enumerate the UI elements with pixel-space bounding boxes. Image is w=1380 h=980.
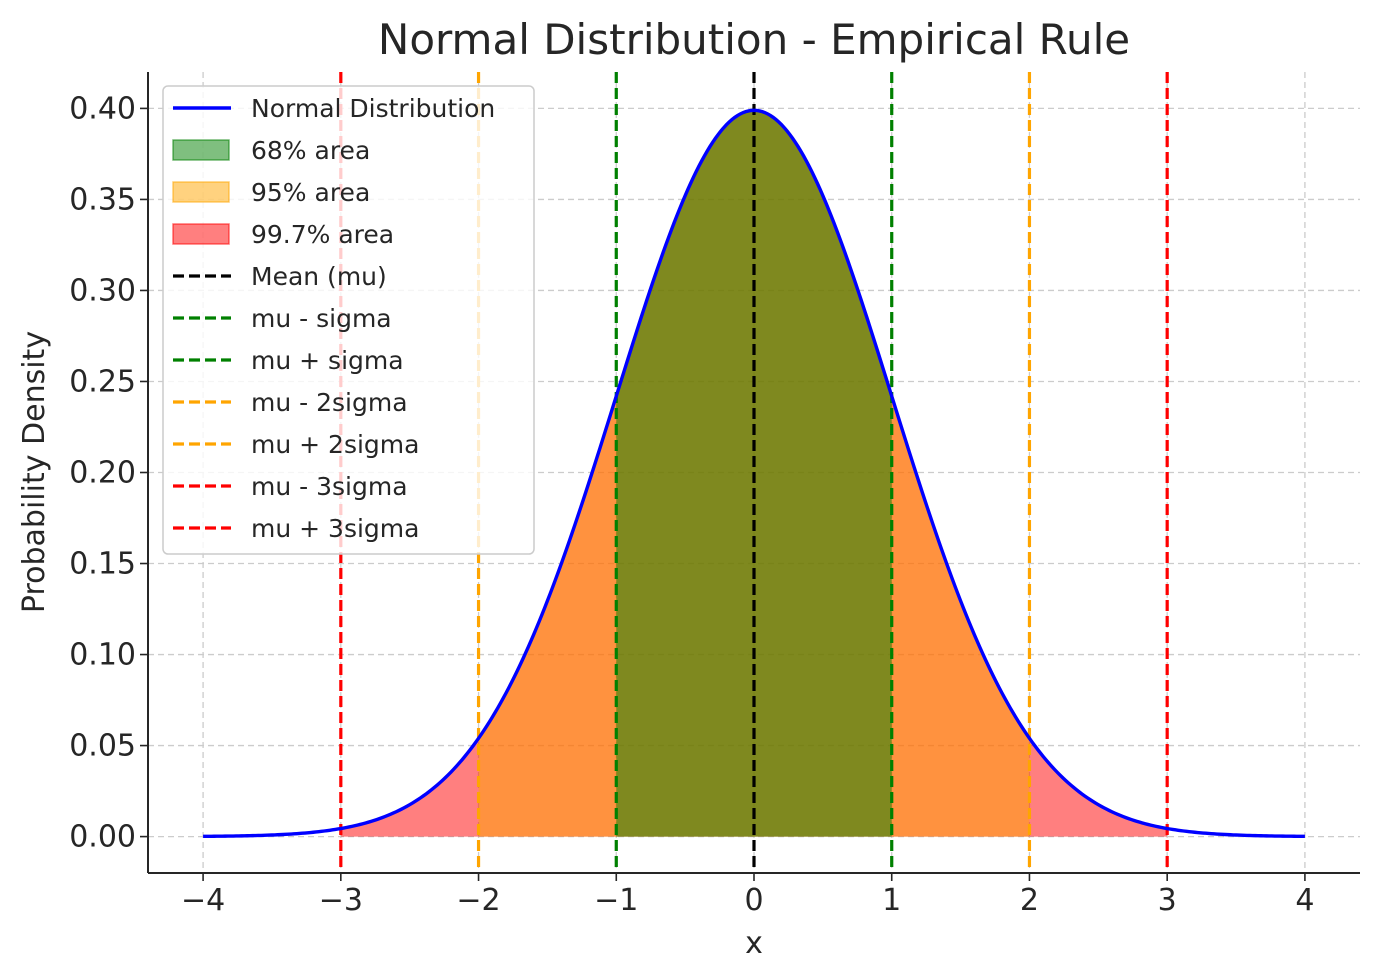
y-tick-label: 0.20 [69, 456, 136, 491]
legend-item: mu - 2sigma [173, 388, 408, 417]
curve-layer [203, 108, 1305, 839]
chart-title: Normal Distribution - Empirical Rule [378, 15, 1130, 64]
legend-label: mu + 3sigma [251, 514, 419, 543]
legend-item: mu + 3sigma [173, 514, 419, 543]
x-tick-label: 4 [1295, 883, 1314, 918]
x-tick-label: −4 [181, 883, 225, 918]
x-tick-label: 1 [882, 883, 901, 918]
y-tick-label: 0.35 [69, 182, 136, 217]
legend-item: mu - 3sigma [173, 472, 408, 501]
y-tick-label: 0.40 [69, 91, 136, 126]
y-tick-label: 0.15 [69, 547, 136, 582]
legend-swatch-patch [172, 223, 230, 245]
x-tick-label: 0 [744, 883, 763, 918]
y-axis-label: Probability Density [17, 331, 52, 613]
y-tick-label: 0.25 [69, 364, 136, 399]
x-tick-label: −1 [594, 883, 638, 918]
y-tick-label: 0.10 [69, 638, 136, 673]
x-tick-label: −3 [319, 883, 363, 918]
legend-label: 68% area [251, 136, 370, 165]
x-tick-label: 3 [1158, 883, 1177, 918]
x-tick-label: 2 [1020, 883, 1039, 918]
legend-item: Normal Distribution [173, 94, 495, 123]
legend-label: mu + sigma [251, 346, 404, 375]
legend-label: mu + 2sigma [251, 430, 419, 459]
legend-label: Normal Distribution [251, 94, 495, 123]
legend-label: mu - 2sigma [251, 388, 408, 417]
legend-swatch-patch [172, 139, 230, 161]
y-tick-label: 0.30 [69, 273, 136, 308]
x-axis-label: x [745, 926, 763, 961]
legend-label: mu - 3sigma [251, 472, 408, 501]
legend-swatch-patch [172, 181, 230, 203]
pdf-curve [203, 108, 1305, 839]
legend-item: Mean (mu) [173, 262, 387, 291]
legend-item: mu - sigma [173, 304, 392, 333]
legend-label: 99.7% area [251, 220, 394, 249]
legend-item: 99.7% area [172, 220, 394, 249]
y-tick-label: 0.05 [69, 729, 136, 764]
legend-item: mu + 2sigma [173, 430, 419, 459]
y-tick-label: 0.00 [69, 820, 136, 855]
axes-layer: −4 −3 −2 −1 0 1 2 3 4 0.00 0.05 0.10 0.15 0.20 0.25 0.3… [69, 72, 1360, 918]
x-tick-label: −2 [456, 883, 500, 918]
legend-box [162, 85, 535, 555]
legend-item: 95% area [172, 178, 370, 207]
legend-item: 68% area [172, 136, 370, 165]
legend: Normal Distribution 68% area 95% area 99.7%… [162, 85, 535, 555]
legend-item: mu + sigma [173, 346, 404, 375]
legend-label: mu - sigma [251, 304, 392, 333]
legend-label: 95% area [251, 178, 370, 207]
legend-label: Mean (mu) [251, 262, 387, 291]
